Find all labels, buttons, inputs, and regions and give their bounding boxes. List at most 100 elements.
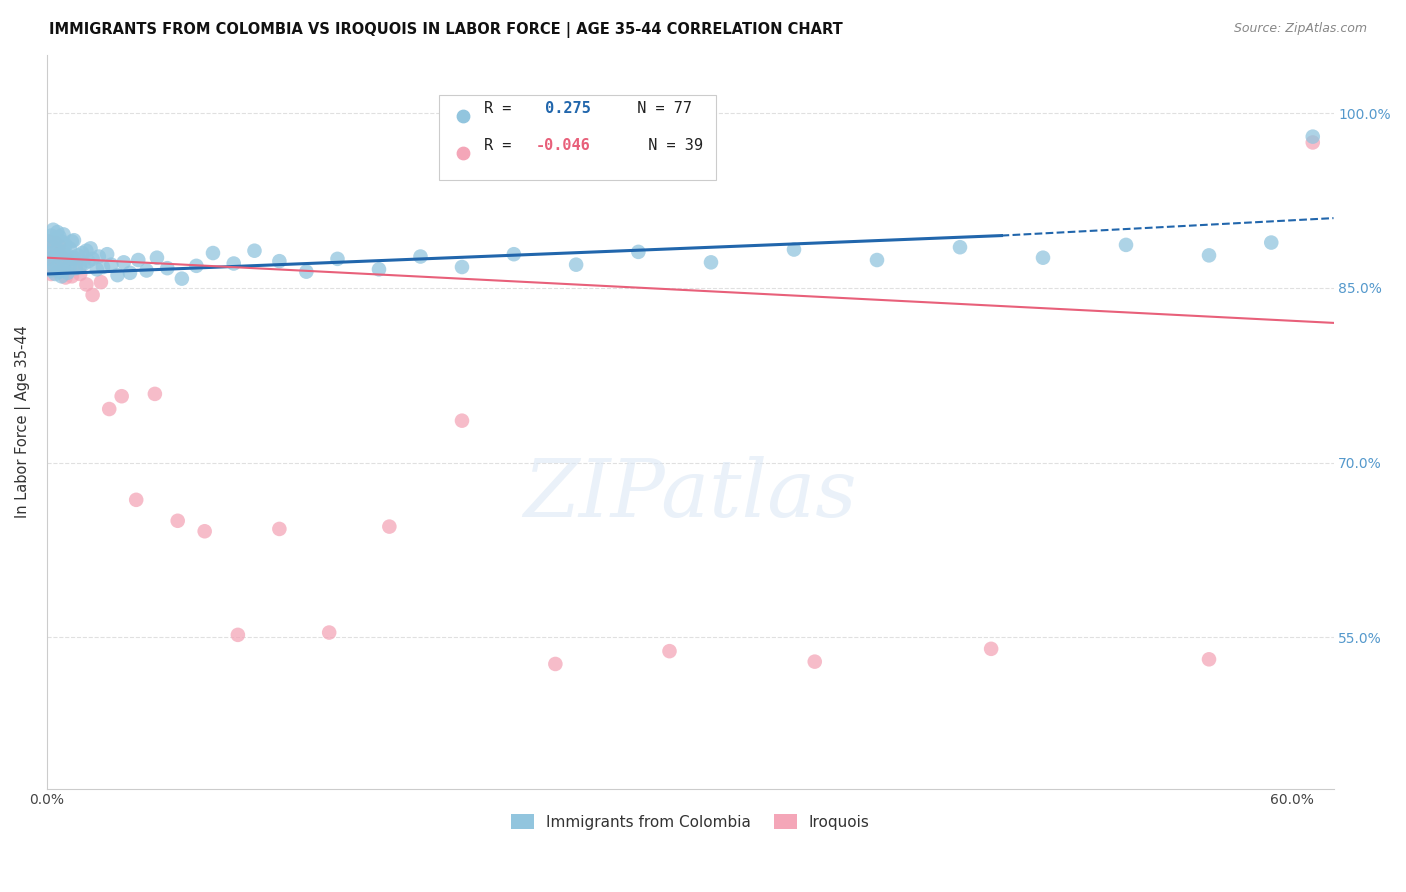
Text: R =: R = — [485, 138, 520, 153]
Point — [700, 255, 723, 269]
Point — [55, 238, 77, 252]
Point — [87, 250, 110, 264]
Point — [243, 244, 266, 258]
Point — [69, 259, 91, 273]
Point — [46, 260, 69, 274]
Point — [51, 235, 73, 249]
Point — [98, 402, 121, 417]
Point — [48, 265, 70, 279]
Point — [46, 246, 69, 260]
Text: Source: ZipAtlas.com: Source: ZipAtlas.com — [1233, 22, 1367, 36]
Point — [706, 202, 728, 217]
Point — [56, 266, 79, 280]
Point — [59, 259, 82, 273]
Point — [52, 244, 75, 259]
Point — [46, 225, 69, 239]
Point — [378, 519, 401, 533]
Point — [949, 240, 972, 254]
FancyBboxPatch shape — [439, 95, 716, 180]
Point — [44, 232, 66, 246]
Point — [51, 250, 73, 264]
Point — [44, 235, 66, 250]
Point — [222, 256, 245, 270]
Point — [96, 247, 118, 261]
Point — [146, 251, 169, 265]
Point — [1302, 129, 1324, 144]
Point — [112, 255, 135, 269]
Point — [170, 271, 193, 285]
Point — [51, 252, 73, 266]
Point — [118, 266, 141, 280]
Point — [135, 263, 157, 277]
Point — [51, 269, 73, 284]
Text: N = 77: N = 77 — [620, 101, 693, 116]
Point — [67, 248, 90, 262]
Point — [318, 625, 340, 640]
Point — [409, 250, 432, 264]
Point — [269, 522, 291, 536]
Point — [48, 239, 70, 253]
Point — [125, 492, 148, 507]
Point — [77, 254, 100, 268]
Point — [38, 235, 60, 249]
Text: -0.046: -0.046 — [536, 138, 591, 153]
Point — [82, 252, 104, 266]
Point — [63, 251, 86, 265]
Point — [75, 244, 97, 258]
Text: ZIPatlas: ZIPatlas — [523, 457, 858, 534]
Point — [326, 252, 349, 266]
Point — [100, 258, 122, 272]
Point — [38, 235, 60, 249]
Point — [39, 228, 62, 243]
Point — [56, 253, 79, 268]
Point — [186, 259, 208, 273]
Point — [42, 260, 65, 274]
Point — [565, 258, 588, 272]
Point — [658, 644, 681, 658]
Point — [79, 241, 101, 255]
Point — [63, 233, 86, 247]
Point — [52, 227, 75, 242]
Point — [544, 657, 567, 671]
Point — [1115, 238, 1137, 252]
Point — [451, 414, 474, 428]
Point — [48, 256, 70, 270]
Point — [39, 267, 62, 281]
Point — [75, 277, 97, 292]
Text: 0.275: 0.275 — [536, 101, 591, 116]
Point — [82, 288, 104, 302]
Point — [42, 258, 65, 272]
Point — [44, 250, 66, 264]
Point — [70, 246, 93, 260]
Point — [156, 261, 179, 276]
Point — [48, 229, 70, 244]
Point — [201, 246, 224, 260]
Point — [226, 628, 249, 642]
Point — [194, 524, 217, 539]
Point — [166, 514, 188, 528]
Point — [46, 243, 69, 257]
Point — [980, 641, 1002, 656]
Point — [90, 275, 112, 289]
Point — [52, 262, 75, 277]
Point — [1198, 652, 1220, 666]
Point — [269, 254, 291, 268]
Text: N = 39: N = 39 — [630, 138, 703, 153]
Point — [502, 247, 524, 261]
Point — [38, 252, 60, 266]
Point — [65, 256, 87, 270]
Point — [42, 223, 65, 237]
Point — [60, 252, 83, 266]
Point — [42, 243, 65, 257]
Text: IMMIGRANTS FROM COLOMBIA VS IROQUOIS IN LABOR FORCE | AGE 35-44 CORRELATION CHAR: IMMIGRANTS FROM COLOMBIA VS IROQUOIS IN … — [49, 22, 844, 38]
Legend: Immigrants from Colombia, Iroquois: Immigrants from Colombia, Iroquois — [505, 807, 876, 836]
Point — [65, 261, 87, 276]
Point — [91, 260, 114, 274]
Point — [107, 268, 129, 282]
Point — [295, 265, 318, 279]
Point — [39, 246, 62, 260]
Point — [127, 253, 149, 268]
Point — [60, 235, 83, 249]
Point — [866, 253, 889, 268]
Text: R =: R = — [485, 101, 520, 116]
